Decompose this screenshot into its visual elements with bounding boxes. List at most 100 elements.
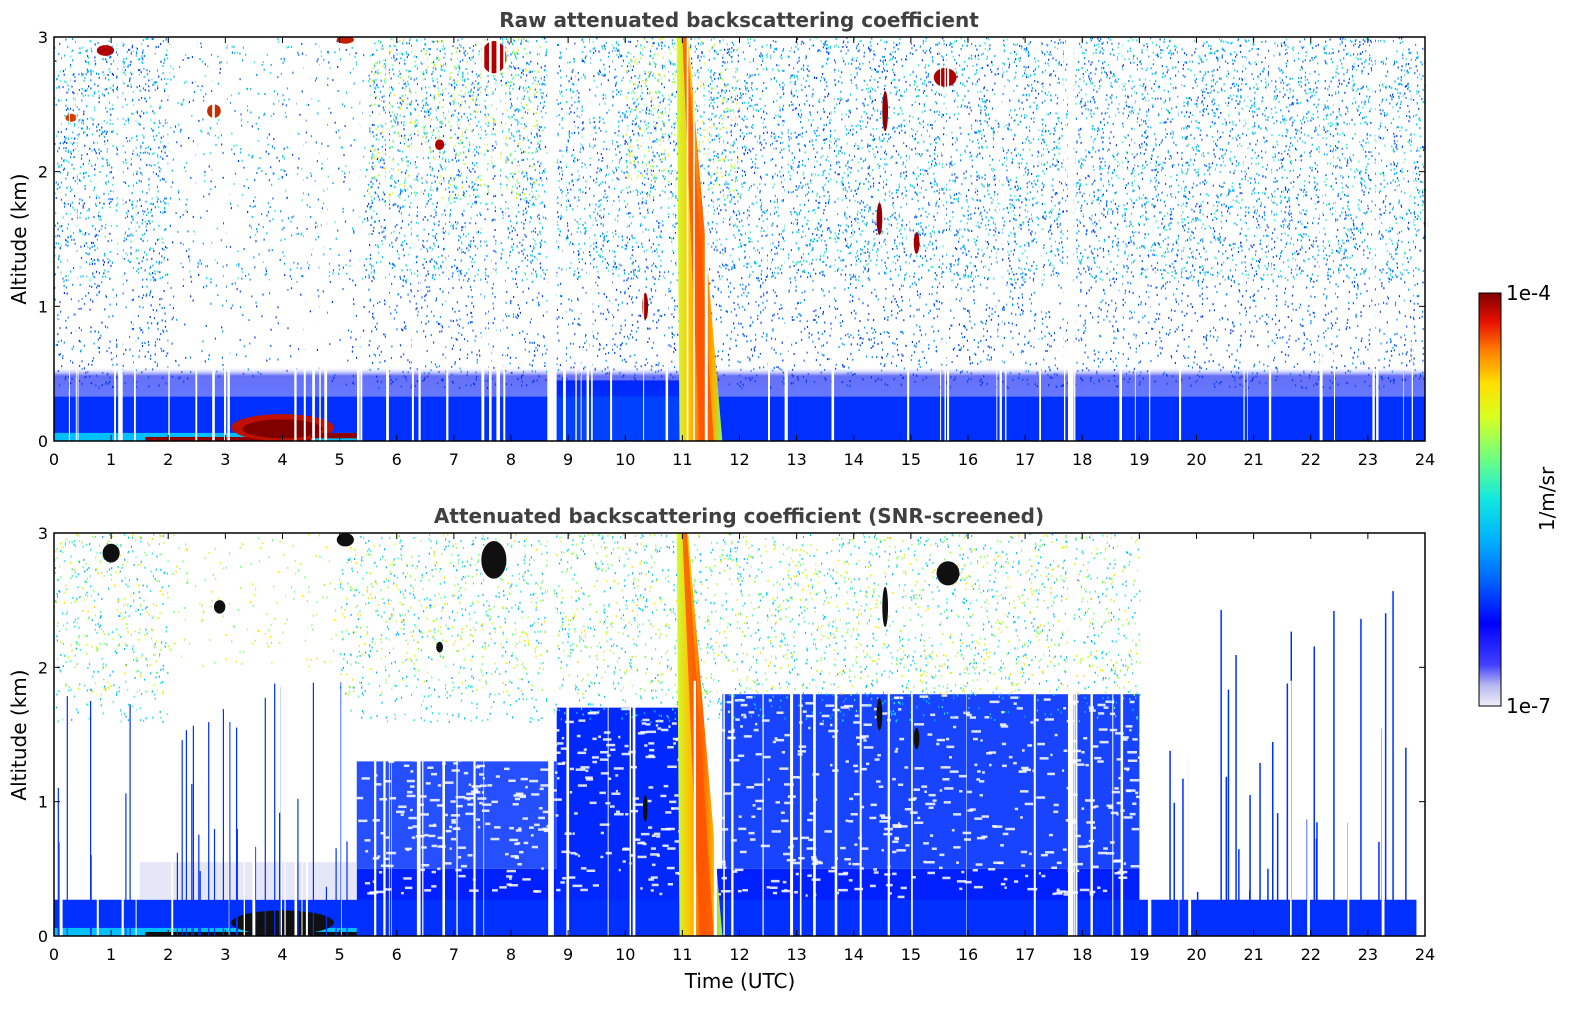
heatmap-pixel	[152, 276, 154, 279]
heatmap-pixel	[545, 54, 547, 57]
heatmap-pixel	[440, 264, 442, 267]
heatmap-pixel	[96, 247, 99, 250]
heatmap-pixel	[557, 167, 559, 170]
heatmap-pixel	[509, 81, 511, 84]
heatmap-pixel	[262, 261, 264, 264]
heatmap-pixel	[494, 74, 496, 77]
heatmap-pixel	[453, 184, 455, 187]
heatmap-pixel	[365, 210, 367, 213]
heatmap-pixel	[438, 182, 440, 184]
heatmap-pixel	[193, 230, 195, 233]
heatmap-pixel	[507, 40, 509, 43]
heatmap-pixel	[104, 226, 106, 229]
heatmap-pixel	[459, 106, 461, 108]
heatmap-pixel	[152, 309, 154, 311]
heatmap-pixel	[363, 155, 365, 158]
heatmap-pixel	[532, 165, 534, 168]
heatmap-pixel	[455, 47, 457, 50]
heatmap-pixel	[67, 45, 69, 48]
heatmap-pixel	[530, 217, 533, 220]
heatmap-pixel	[344, 172, 346, 175]
heatmap-pixel	[306, 176, 308, 179]
heatmap-pixel	[452, 100, 454, 103]
heatmap-pixel	[136, 170, 138, 173]
heatmap-pixel	[345, 48, 347, 51]
heatmap-pixel	[421, 296, 423, 299]
heatmap-pixel	[215, 284, 217, 287]
heatmap-pixel	[454, 88, 456, 91]
heatmap-pixel	[199, 58, 201, 60]
heatmap-pixel	[278, 40, 280, 43]
heatmap-pixel	[435, 136, 437, 139]
heatmap-pixel	[516, 119, 518, 122]
heatmap-pixel	[141, 296, 143, 299]
heatmap-pixel	[68, 108, 70, 111]
heatmap-pixel	[385, 235, 387, 238]
heatmap-pixel	[448, 325, 450, 328]
heatmap-pixel	[167, 77, 169, 80]
heatmap-pixel	[439, 164, 441, 166]
heatmap-pixel	[157, 175, 159, 177]
heatmap-pixel	[152, 110, 154, 113]
heatmap-pixel	[320, 55, 322, 58]
heatmap-pixel	[409, 268, 411, 271]
heatmap-pixel	[433, 64, 435, 67]
heatmap-pixel	[462, 214, 464, 217]
heatmap-pixel	[128, 227, 130, 230]
heatmap-pixel	[132, 149, 134, 152]
heatmap-pixel	[164, 325, 167, 328]
heatmap-pixel	[64, 114, 66, 117]
heatmap-pixel	[214, 134, 216, 137]
heatmap-pixel	[511, 116, 513, 118]
heatmap-pixel	[466, 116, 468, 119]
heatmap-pixel	[476, 361, 478, 364]
heatmap-pixel	[158, 260, 160, 263]
heatmap-pixel	[146, 192, 148, 195]
heatmap-pixel	[409, 134, 411, 137]
heatmap-pixel	[476, 76, 479, 79]
heatmap-pixel	[422, 99, 424, 102]
heatmap-pixel	[151, 78, 153, 81]
heatmap-pixel	[534, 169, 536, 172]
heatmap-pixel	[373, 79, 375, 82]
heatmap-pixel	[150, 278, 152, 281]
heatmap-pixel	[474, 339, 476, 342]
heatmap-pixel	[108, 202, 110, 205]
heatmap-pixel	[230, 307, 232, 310]
heatmap-pixel	[433, 61, 435, 64]
heatmap-pixel	[268, 220, 271, 223]
heatmap-pixel	[544, 240, 546, 243]
heatmap-pixel	[511, 74, 513, 77]
heatmap-pixel	[91, 241, 93, 244]
heatmap-pixel	[85, 171, 87, 174]
heatmap-pixel	[245, 355, 247, 358]
heatmap-pixel	[257, 128, 259, 130]
heatmap-pixel	[453, 103, 455, 106]
heatmap-pixel	[520, 39, 523, 42]
heatmap-pixel	[517, 74, 519, 77]
heatmap-pixel	[373, 91, 376, 94]
heatmap-pixel	[112, 104, 114, 107]
heatmap-pixel	[268, 292, 271, 295]
heatmap-pixel	[130, 83, 132, 86]
heatmap-pixel	[507, 228, 509, 231]
heatmap-pixel	[198, 262, 200, 265]
heatmap-pixel	[90, 298, 92, 301]
heatmap-pixel	[424, 299, 426, 302]
heatmap-pixel	[392, 192, 394, 195]
heatmap-pixel	[561, 118, 563, 121]
heatmap-pixel	[578, 271, 580, 274]
heatmap-pixel	[537, 233, 539, 236]
heatmap-pixel	[431, 77, 433, 80]
heatmap-pixel	[140, 237, 142, 240]
heatmap-pixel	[72, 59, 74, 62]
heatmap-pixel	[315, 221, 317, 224]
heatmap-pixel	[94, 109, 96, 112]
heatmap-pixel	[434, 244, 436, 247]
heatmap-pixel	[422, 157, 425, 160]
heatmap-pixel	[442, 45, 444, 48]
heatmap-pixel	[521, 159, 523, 162]
heatmap-pixel	[528, 146, 530, 149]
heatmap-pixel	[131, 204, 134, 207]
heatmap-pixel	[375, 127, 377, 130]
